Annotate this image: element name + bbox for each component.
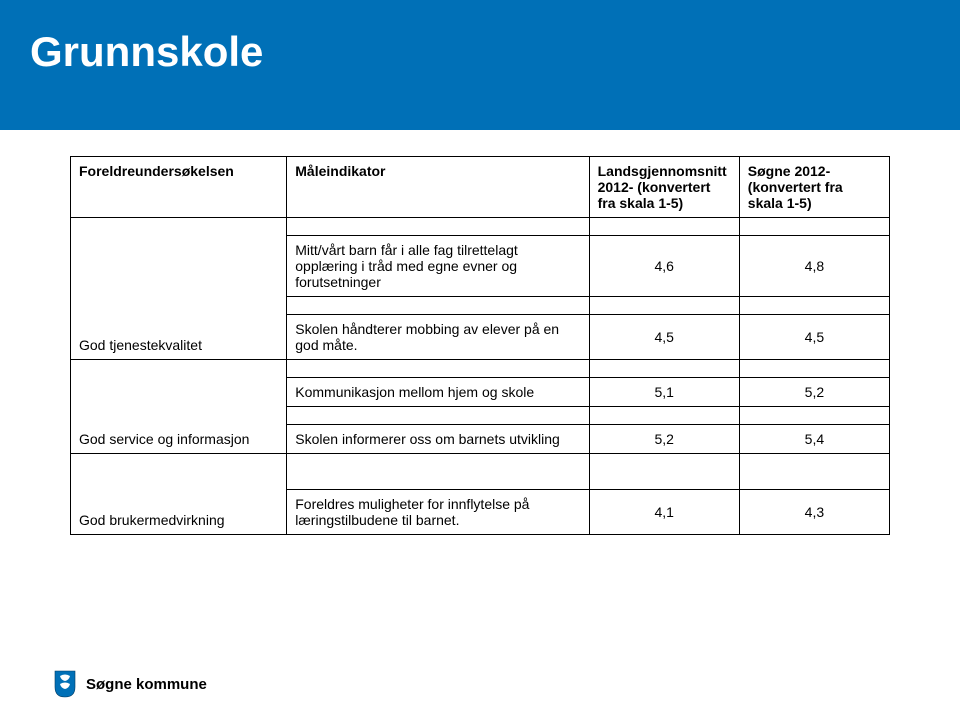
slide-title: Grunnskole xyxy=(30,28,263,76)
cell-category xyxy=(71,378,287,407)
cell-indicator: Skolen informerer oss om barnets utvikli… xyxy=(287,425,589,454)
table-row: God brukermedvirkning Foreldres mulighet… xyxy=(71,490,890,535)
cell-category: God brukermedvirkning xyxy=(71,490,287,535)
cell-national: 5,1 xyxy=(589,378,739,407)
col-header-sogne: Søgne 2012- (konvertert fra skala 1-5) xyxy=(739,157,889,218)
cell-category: God tjenestekvalitet xyxy=(71,315,287,360)
shield-icon xyxy=(54,670,76,698)
cell-sogne: 4,5 xyxy=(739,315,889,360)
cell-indicator: Foreldres muligheter for innflytelse på … xyxy=(287,490,589,535)
table-spacer-row xyxy=(71,454,890,472)
cell-category: God service og informasjon xyxy=(71,425,287,454)
cell-indicator: Skolen håndterer mobbing av elever på en… xyxy=(287,315,589,360)
cell-indicator: Kommunikasjon mellom hjem og skole xyxy=(287,378,589,407)
table-row: Kommunikasjon mellom hjem og skole 5,1 5… xyxy=(71,378,890,407)
survey-table: Foreldreundersøkelsen Måleindikator Land… xyxy=(70,156,890,535)
cell-sogne: 4,3 xyxy=(739,490,889,535)
footer-logo: Søgne kommune xyxy=(54,670,207,698)
table-spacer-row xyxy=(71,407,890,425)
cell-national: 4,6 xyxy=(589,236,739,297)
cell-national: 4,1 xyxy=(589,490,739,535)
cell-indicator: Mitt/vårt barn får i alle fag tilrettela… xyxy=(287,236,589,297)
table-spacer-row xyxy=(71,472,890,490)
table-row: God service og informasjon Skolen inform… xyxy=(71,425,890,454)
cell-category xyxy=(71,236,287,297)
cell-national: 5,2 xyxy=(589,425,739,454)
cell-national: 4,5 xyxy=(589,315,739,360)
kommune-name: Søgne kommune xyxy=(86,676,207,693)
table-row: Mitt/vårt barn får i alle fag tilrettela… xyxy=(71,236,890,297)
table-spacer-row xyxy=(71,360,890,378)
cell-sogne: 5,4 xyxy=(739,425,889,454)
table-spacer-row xyxy=(71,297,890,315)
table-spacer-row xyxy=(71,218,890,236)
table-header-row: Foreldreundersøkelsen Måleindikator Land… xyxy=(71,157,890,218)
col-header-foreldre: Foreldreundersøkelsen xyxy=(71,157,287,218)
col-header-lands: Landsgjennomsnitt 2012- (konvertert fra … xyxy=(589,157,739,218)
cell-sogne: 4,8 xyxy=(739,236,889,297)
cell-sogne: 5,2 xyxy=(739,378,889,407)
col-header-indikator: Måleindikator xyxy=(287,157,589,218)
table-row: God tjenestekvalitet Skolen håndterer mo… xyxy=(71,315,890,360)
